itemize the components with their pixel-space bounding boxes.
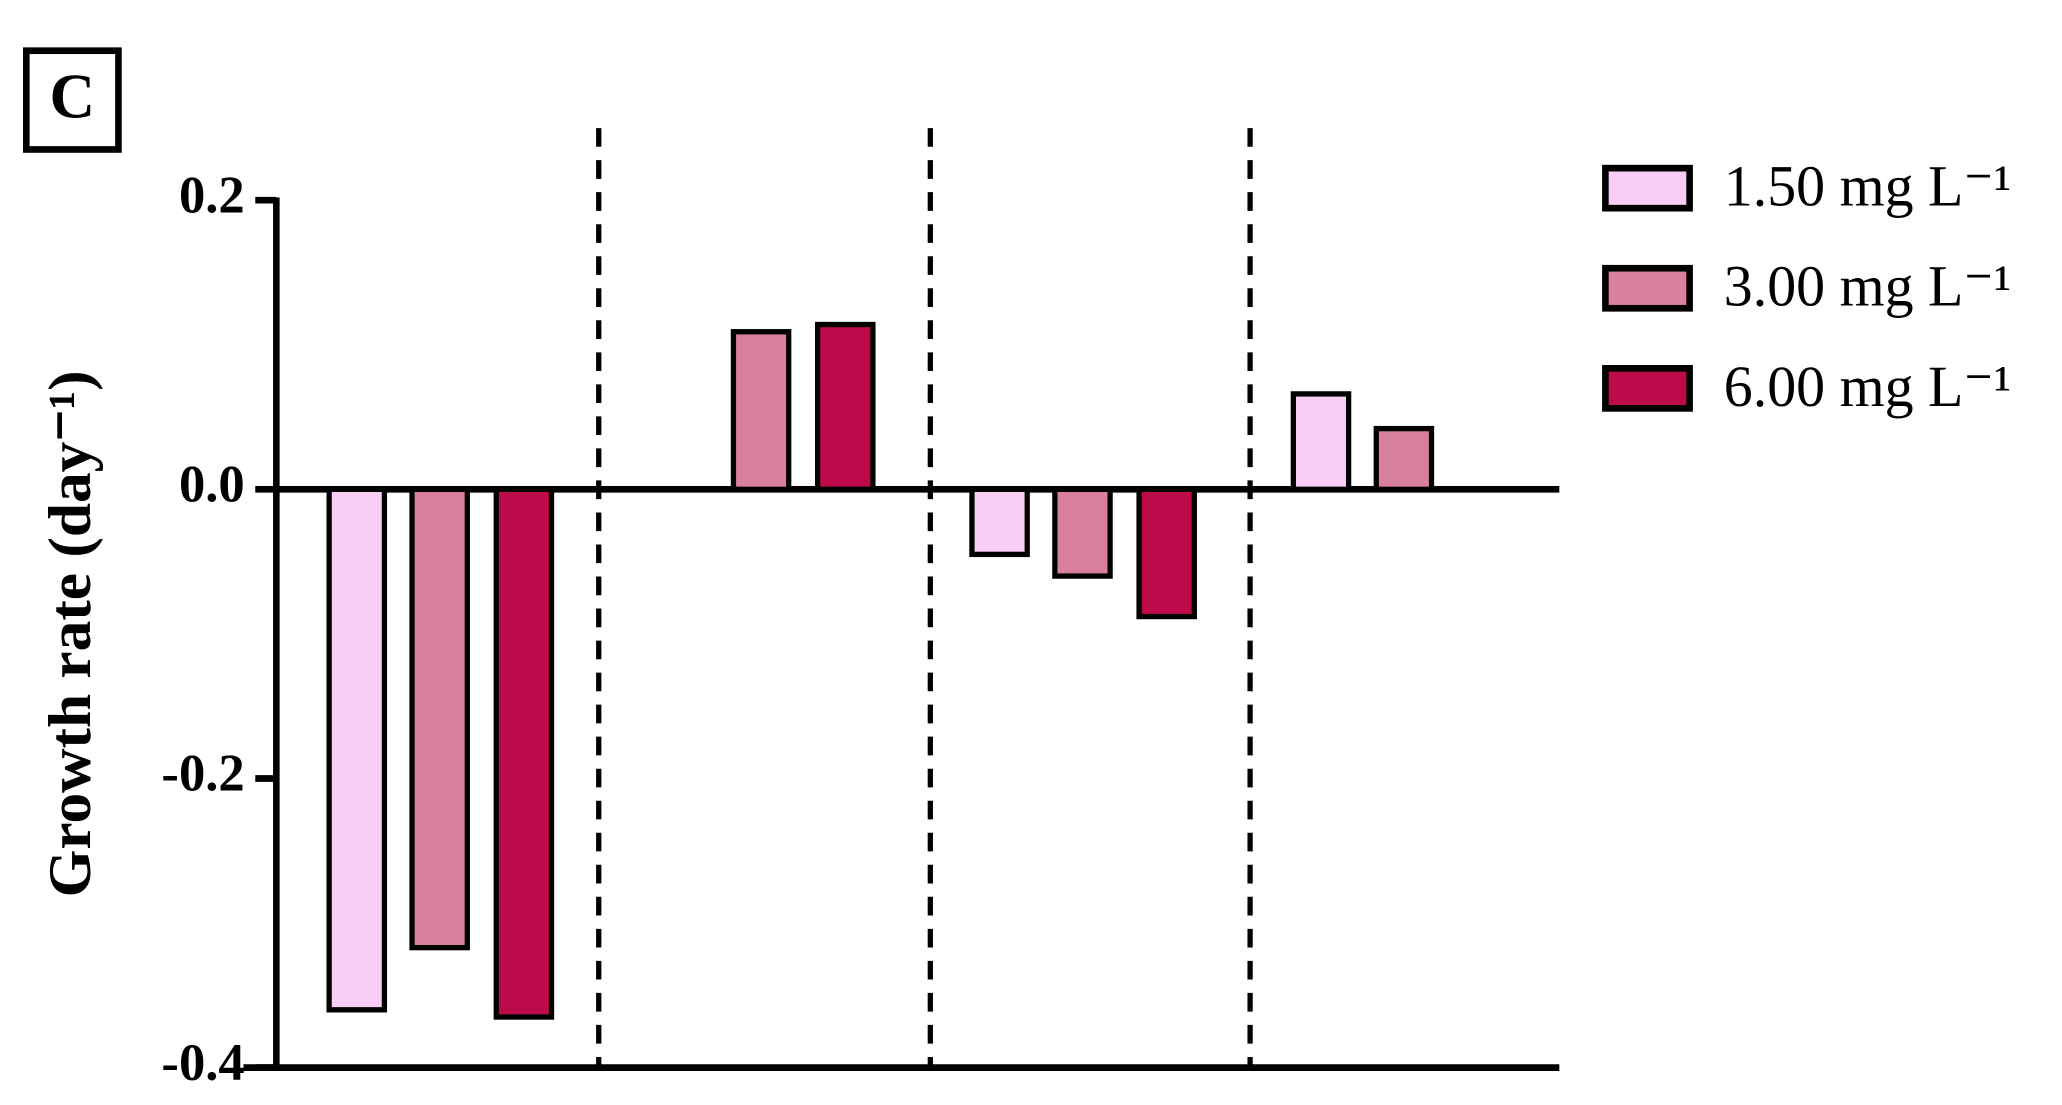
y-tick-label: 0.2 [179, 166, 245, 224]
legend-swatch [1602, 364, 1693, 412]
bar [815, 321, 876, 493]
y-axis-label: Growth rate (day⁻¹) [38, 370, 105, 897]
bar [1052, 486, 1113, 579]
legend-swatch [1602, 164, 1693, 212]
panel-box [23, 47, 122, 153]
bar [493, 486, 555, 1020]
bar [1373, 425, 1435, 493]
panel-label: C [50, 60, 96, 131]
y-tick-label: -0.4 [161, 1034, 244, 1092]
y-tick-label: -0.2 [161, 744, 244, 802]
y-tick-label: 0.0 [179, 455, 245, 513]
legend-label: 6.00 mg L⁻¹ [1724, 353, 2011, 418]
bar [1136, 486, 1197, 620]
separators [596, 128, 1253, 1068]
bar [1290, 391, 1352, 493]
legend-label: 1.50 mg L⁻¹ [1724, 153, 2011, 218]
bar [969, 486, 1030, 558]
bar [326, 486, 388, 1013]
legend-label: 3.00 mg L⁻¹ [1724, 253, 2011, 318]
bar [730, 329, 792, 493]
bar [409, 486, 470, 951]
legend-swatch [1602, 264, 1693, 312]
